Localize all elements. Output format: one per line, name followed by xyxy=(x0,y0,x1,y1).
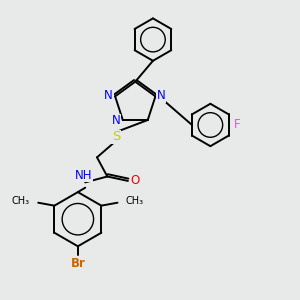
Text: NH: NH xyxy=(75,169,92,182)
Text: S: S xyxy=(112,130,120,143)
Text: CH₃: CH₃ xyxy=(12,196,30,206)
Text: N: N xyxy=(112,114,121,127)
Text: N: N xyxy=(157,89,166,102)
Text: N: N xyxy=(104,89,113,102)
Text: F: F xyxy=(234,118,240,131)
Text: CH₃: CH₃ xyxy=(126,196,144,206)
Text: O: O xyxy=(131,174,140,188)
Text: Br: Br xyxy=(70,257,85,270)
